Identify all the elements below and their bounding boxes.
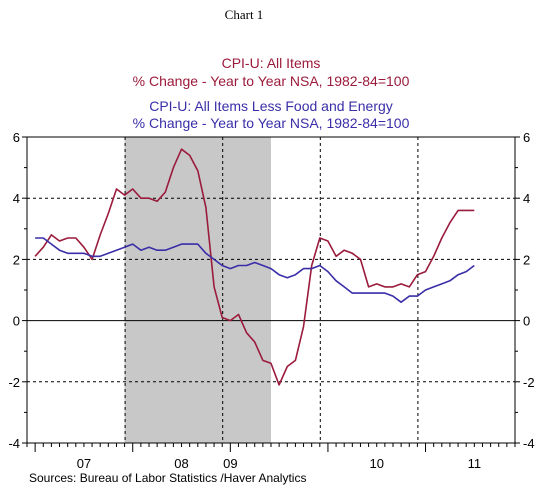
chart-title-line: % Change - Year to Year NSA, 1982-84=100 — [133, 115, 410, 131]
grid-lines — [27, 137, 515, 443]
series-line-1 — [34, 148, 475, 386]
right-y-axis: -4 -2 0 2 4 6 — [515, 130, 535, 451]
y-tick-label-right: 6 — [523, 130, 530, 145]
y-tick-label-right: -4 — [523, 436, 535, 451]
y-tick-label-right: -2 — [523, 375, 535, 390]
recession-band — [124, 137, 271, 443]
series-line-2 — [35, 237, 475, 303]
y-tick-label-left: 2 — [13, 252, 20, 267]
y-tick-label-left: 4 — [13, 191, 20, 206]
chart-title-line: CPI-U: All Items Less Food and Energy — [149, 98, 393, 114]
chart-title-line: % Change - Year to Year NSA, 1982-84=100 — [133, 73, 410, 89]
y-tick-label-left: 6 — [13, 130, 20, 145]
recession-shading — [124, 137, 271, 443]
y-tick-label-left: -4 — [8, 436, 20, 451]
y-tick-label-right: 4 — [523, 191, 530, 206]
left-y-axis: -4 -2 0 2 4 6 — [8, 130, 27, 451]
y-tick-label-right: 2 — [523, 252, 530, 267]
chart-title-line: CPI-U: All Items — [222, 55, 321, 71]
x-tick-label: 07 — [77, 456, 91, 471]
x-tick-label: 09 — [223, 456, 237, 471]
y-tick-label-left: 0 — [13, 314, 20, 329]
x-tick-label: 10 — [369, 456, 383, 471]
x-tick-label: 08 — [174, 456, 188, 471]
series-lines — [34, 148, 475, 386]
y-tick-label-right: 0 — [523, 314, 530, 329]
y-tick-label-left: -2 — [8, 375, 20, 390]
plot-area: -4 -2 0 2 4 6 -4 -2 0 2 4 6 07 08 09 10 11 — [8, 130, 534, 471]
chart-title-block: CPI-U: All Items % Change - Year to Year … — [133, 55, 410, 131]
x-axis: 07 08 09 10 11 — [26, 443, 516, 471]
source-note: Sources: Bureau of Labor Statistics /Hav… — [29, 471, 306, 485]
x-tick-label: 11 — [468, 456, 482, 471]
chart-header-label: Chart 1 — [225, 7, 264, 22]
